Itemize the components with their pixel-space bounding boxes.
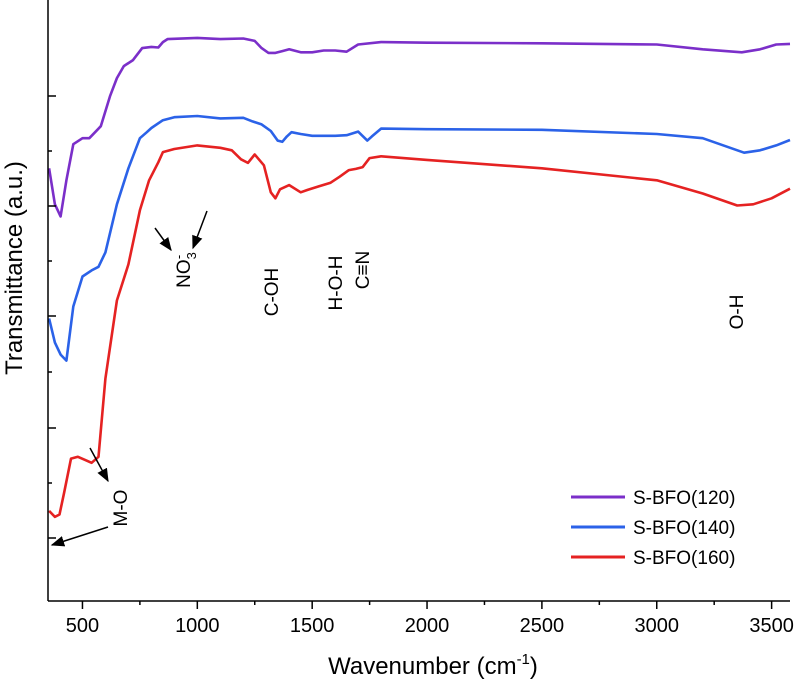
series-line-1 <box>47 114 791 362</box>
x-tick-label: 2500 <box>520 615 565 637</box>
annotation-arrows <box>50 210 208 547</box>
annotation-h-o-h: H-O-H <box>326 256 347 311</box>
series-layer <box>47 36 791 519</box>
x-tick-label: 500 <box>66 615 99 637</box>
x-ticks: 500 1000 1500 2000 2500 3000 3500 <box>66 601 794 637</box>
x-tick-label: 1000 <box>175 615 220 637</box>
y-axis-title: Transmittance (a.u.) <box>1 161 28 375</box>
arrow-m-o-upper <box>89 447 109 483</box>
legend-label-120: S-BFO(120) <box>633 488 735 509</box>
legend-label-160: S-BFO(160) <box>633 548 735 569</box>
x-tick-label: 3000 <box>635 615 680 637</box>
series-line-2 <box>48 144 791 519</box>
arrow-no3-left <box>154 227 172 252</box>
annotation-o-h: O-H <box>727 295 748 330</box>
annotations: M-O NO3- C-OH H-O-H C≡N O-H <box>111 251 748 527</box>
y-ticks <box>48 95 56 539</box>
x-tick-label: 3500 <box>749 615 794 637</box>
axes <box>47 0 790 602</box>
series-line-0 <box>47 36 791 218</box>
legend: S-BFO(120) S-BFO(140) S-BFO(160) <box>571 488 735 569</box>
legend-label-140: S-BFO(140) <box>633 518 735 539</box>
annotation-m-o: M-O <box>111 490 132 527</box>
x-tick-label: 1500 <box>290 615 335 637</box>
annotation-c-n: C≡N <box>353 251 374 290</box>
x-tick-label: 2000 <box>405 615 450 637</box>
arrow-m-o-lower <box>50 526 109 547</box>
arrow-no3-right <box>192 210 208 250</box>
x-axis-title: Wavenumber (cm-1) <box>328 651 538 680</box>
annotation-no3: NO3- <box>171 252 199 288</box>
annotation-c-oh: C-OH <box>262 268 283 317</box>
